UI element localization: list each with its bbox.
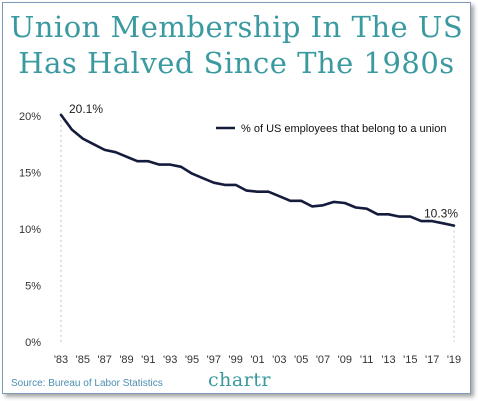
x-tick-label: '87 bbox=[97, 354, 111, 366]
x-tick-label: '17 bbox=[425, 354, 439, 366]
x-tick-label: '19 bbox=[447, 354, 461, 366]
annotation-guides bbox=[60, 114, 455, 342]
x-tick-label: '95 bbox=[185, 354, 199, 366]
x-tick-label: '07 bbox=[316, 354, 330, 366]
x-tick-label: '97 bbox=[207, 354, 221, 366]
y-tick-label: 10% bbox=[19, 224, 41, 236]
series-line bbox=[59, 113, 456, 227]
title-line-2: Has Halved Since The 1980s bbox=[18, 46, 455, 80]
data-label: 20.1% bbox=[69, 102, 103, 116]
legend: % of US employees that belong to a union bbox=[216, 123, 446, 135]
y-axis-ticks: 20% 15% 10% 5% 0% bbox=[19, 111, 41, 349]
x-tick-label: '91 bbox=[141, 354, 155, 366]
x-tick-label: '11 bbox=[360, 354, 374, 366]
data-label: 10.3% bbox=[424, 207, 458, 221]
source-note: Source: Bureau of Labor Statistics bbox=[11, 378, 163, 389]
x-tick-label: '93 bbox=[163, 354, 177, 366]
x-tick-label: '01 bbox=[250, 354, 264, 366]
title-line-1: Union Membership In The US bbox=[9, 10, 464, 44]
y-tick-label: 15% bbox=[19, 168, 41, 180]
brand-logo: chartr bbox=[208, 369, 272, 391]
data-annotations: 20.1% 10.3% bbox=[69, 102, 458, 221]
x-tick-label: '15 bbox=[403, 354, 417, 366]
x-tick-label: '03 bbox=[272, 354, 286, 366]
x-tick-label: '13 bbox=[381, 354, 395, 366]
y-tick-label: 5% bbox=[25, 281, 41, 293]
chart-title: Union Membership In The US Has Halved Si… bbox=[3, 9, 470, 81]
x-tick-label: '83 bbox=[54, 354, 68, 366]
y-tick-label: 20% bbox=[19, 111, 41, 123]
x-tick-label: '89 bbox=[119, 354, 133, 366]
x-tick-label: '09 bbox=[338, 354, 352, 366]
line-chart: 20% 15% 10% 5% 0% '83 '85 '87 '89 '91 '93 '95 '97 '9… bbox=[19, 102, 461, 366]
x-axis-ticks: '83 '85 '87 '89 '91 '93 '95 '97 '99 '01 '03 '05 '07 '… bbox=[54, 354, 461, 366]
x-tick-label: '99 bbox=[228, 354, 242, 366]
x-tick-label: '85 bbox=[76, 354, 90, 366]
x-tick-label: '05 bbox=[294, 354, 308, 366]
chart-card: Union Membership In The US Has Halved Si… bbox=[2, 2, 471, 394]
legend-label: % of US employees that belong to a union bbox=[241, 123, 446, 135]
y-tick-label: 0% bbox=[25, 337, 41, 349]
